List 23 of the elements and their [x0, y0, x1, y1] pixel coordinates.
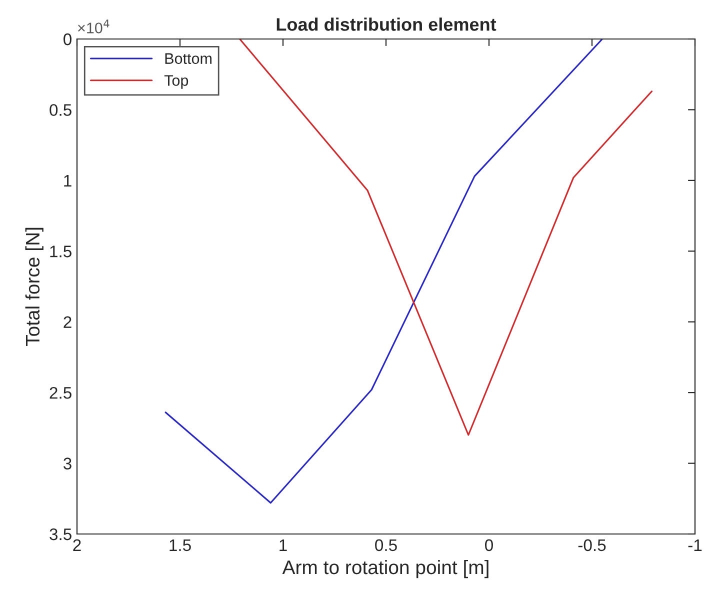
x-tick-label: 0 — [485, 539, 493, 552]
x-tick-label: 2 — [73, 539, 81, 551]
legend-label: Top — [164, 75, 188, 89]
x-tick-label: 1 — [280, 539, 287, 551]
y-tick-label: 1.5 — [50, 246, 72, 258]
x-tick-label: -0.5 — [578, 539, 606, 552]
line-series — [164, 39, 604, 504]
y-tick-label: 0.5 — [50, 104, 72, 116]
x-tick-label: -1 — [688, 539, 702, 551]
x-tick-label: 1.5 — [170, 539, 191, 552]
x-axis-title: Arm to rotation point [m] — [282, 560, 488, 578]
chart-title: Load distribution element — [276, 18, 496, 31]
y-tick-label: 0 — [64, 33, 72, 46]
x-tick-label: 0.5 — [375, 539, 397, 552]
y-tick-label: 3 — [64, 458, 72, 470]
text: ×10$^{4}$ — [78, 20, 110, 34]
y-tick-label: 3.5 — [50, 528, 72, 540]
y-tick-label: 2 — [64, 316, 72, 328]
y-axis-title: Total force [N] — [25, 228, 44, 346]
line-series — [238, 39, 653, 436]
y-tick-label: 1 — [64, 175, 72, 186]
legend-label: Bottom — [165, 53, 212, 64]
y-tick-label: 2.5 — [50, 386, 72, 399]
